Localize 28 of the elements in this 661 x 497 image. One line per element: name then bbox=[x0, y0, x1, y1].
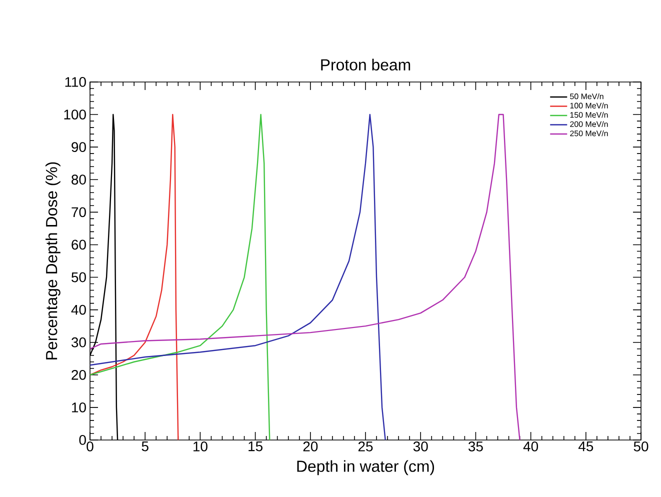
y-tick-label: 60 bbox=[72, 240, 86, 250]
x-tick-label: 40 bbox=[523, 441, 538, 452]
y-tick-label: 50 bbox=[72, 272, 86, 282]
x-tick-label: 50 bbox=[634, 441, 648, 452]
y-tick-label: 40 bbox=[71, 304, 86, 315]
chart-title: Proton beam bbox=[321, 58, 410, 70]
x-tick-label: 0 bbox=[86, 441, 94, 452]
y-tick-label: 90 bbox=[72, 142, 86, 152]
y-tick-label: 100 bbox=[64, 110, 86, 120]
x-tick-label: 15 bbox=[248, 442, 262, 452]
x-tick-label: 5 bbox=[142, 442, 148, 452]
x-tick-label: 30 bbox=[413, 441, 428, 452]
y-tick-label: 70 bbox=[72, 207, 86, 218]
y-tick-label: 110 bbox=[65, 77, 86, 87]
y-tick-label: 80 bbox=[72, 174, 86, 185]
x-tick-label: 25 bbox=[358, 441, 373, 452]
y-tick-label: 10 bbox=[72, 402, 86, 412]
x-tick-label: 10 bbox=[194, 441, 208, 452]
x-tick-label: 35 bbox=[468, 441, 483, 452]
line-series bbox=[90, 114, 386, 440]
y-tick-label: 20 bbox=[72, 370, 86, 380]
line-series bbox=[90, 114, 270, 440]
y-tick-label: 30 bbox=[72, 337, 86, 348]
line-series bbox=[90, 114, 179, 440]
y-axis-title: Percentage Depth Dose (%) bbox=[46, 162, 60, 360]
x-axis-title: Depth in water (cm) bbox=[297, 460, 434, 476]
x-tick-label: 20 bbox=[303, 441, 318, 452]
x-tick-label: 45 bbox=[578, 442, 594, 452]
